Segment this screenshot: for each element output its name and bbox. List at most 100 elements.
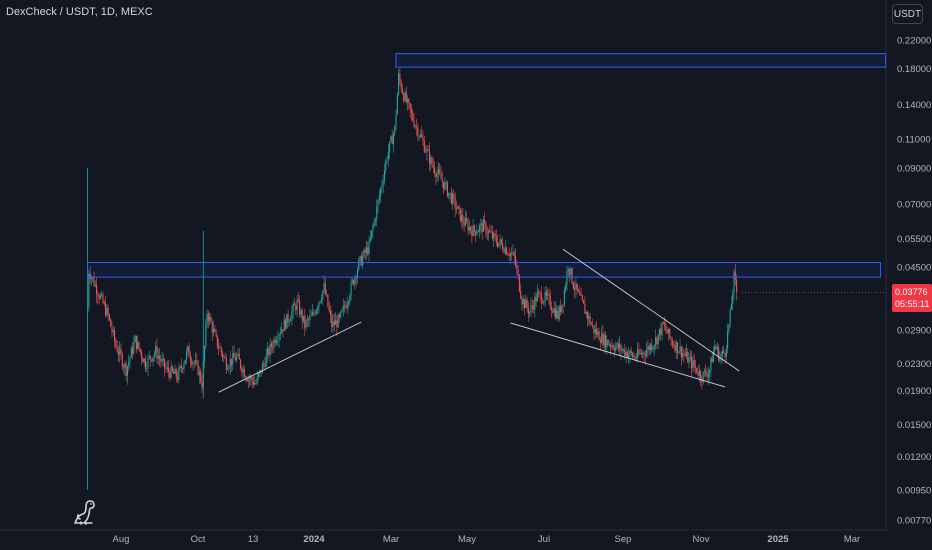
candle-body [203, 346, 206, 362]
candle-body [338, 315, 341, 317]
currency-button[interactable]: USDT [892, 4, 923, 24]
candle-body [250, 377, 252, 379]
candle-body [450, 192, 452, 204]
candle-body [642, 352, 644, 355]
candle-body [90, 277, 92, 279]
candle-body [619, 344, 621, 349]
candle-body [709, 369, 711, 373]
candle-body [592, 324, 594, 326]
candle-body [586, 312, 589, 319]
candle-body [189, 357, 191, 361]
candle-body [170, 366, 172, 378]
candle-body [383, 170, 386, 182]
candle-body [292, 303, 294, 312]
candle-body [544, 291, 546, 302]
candle-body [550, 307, 553, 311]
candle-body [698, 370, 700, 376]
candle-body [129, 357, 131, 362]
candle-body [288, 321, 290, 322]
price-tick-label: 0.07000 [897, 199, 931, 210]
candle-body [374, 219, 377, 221]
candle-body [286, 314, 288, 329]
candle-body [392, 134, 395, 145]
candle-body [434, 167, 436, 174]
candle-body [254, 382, 256, 385]
dino-logo-icon[interactable] [72, 498, 98, 526]
candle-body [475, 230, 477, 235]
candle-body [245, 376, 247, 379]
candle-body [509, 253, 511, 257]
candle-body [341, 309, 343, 312]
candle-body [261, 364, 263, 374]
time-axis[interactable]: Aug Oct 13 2024 Mar May Jul Sep Nov 2025 Mar [113, 534, 861, 545]
candle-body [101, 294, 103, 296]
candle-body [152, 356, 154, 362]
candle-body [480, 223, 482, 226]
candle-body [687, 351, 689, 363]
candle-body [315, 309, 317, 315]
candle-body [648, 346, 650, 351]
candle-body [561, 304, 563, 313]
candle-body [412, 113, 414, 121]
falling-wedge-bottom[interactable] [510, 322, 726, 388]
candle-body [293, 303, 296, 306]
candle-body [360, 255, 362, 266]
candle-body [703, 370, 706, 372]
falling-wedge-top[interactable] [562, 248, 740, 372]
candle-body [631, 353, 634, 357]
candle-body [689, 357, 691, 358]
last-price-value: 0.03776 [895, 287, 928, 297]
resistance-zone[interactable] [87, 262, 882, 278]
candle-body [430, 157, 432, 164]
candle-body [612, 345, 614, 349]
candle-body [272, 347, 274, 349]
price-axis[interactable]: 0.22000 0.18000 0.14000 0.11000 0.09000 0.070… [897, 36, 931, 527]
candles-layer [87, 67, 738, 490]
candle-body [377, 199, 379, 206]
candle-body [124, 363, 126, 368]
candle-body [125, 363, 127, 377]
candle-body [179, 365, 181, 368]
candle-body [211, 322, 213, 333]
candle-body [146, 368, 148, 369]
candle-body [553, 308, 555, 313]
candle-body [615, 346, 617, 351]
candle-body [301, 310, 303, 322]
support-line-2023[interactable] [218, 321, 362, 393]
candle-body [99, 295, 101, 299]
candle-body [653, 345, 655, 348]
time-tick-label: Oct [191, 534, 206, 545]
candle-body [500, 239, 502, 244]
candle-body [490, 231, 492, 233]
candle-body [601, 333, 603, 343]
candle-body [547, 293, 549, 296]
candle-body [563, 290, 565, 306]
candle-body [534, 296, 536, 310]
candle-body [401, 89, 404, 94]
candle-body [126, 366, 128, 377]
candle-body [378, 195, 380, 200]
candle-body [166, 367, 168, 369]
candle-body [458, 206, 460, 208]
candle-body [711, 357, 713, 363]
price-tick-label: 0.05500 [897, 234, 931, 245]
candle-body [461, 215, 463, 222]
candle-body [88, 273, 90, 308]
candle-body [291, 311, 293, 320]
time-tick-label: Aug [113, 534, 130, 545]
candle-body [215, 331, 217, 336]
candle-body [356, 269, 359, 279]
candle-body [655, 337, 657, 346]
candle-body [287, 314, 289, 322]
candle-body [676, 342, 679, 353]
supply-zone-top[interactable] [395, 53, 887, 68]
candle-body [160, 358, 162, 362]
candle-body [98, 296, 100, 299]
candle-body [327, 294, 329, 307]
candle-body [482, 219, 484, 232]
candle-body [470, 226, 472, 231]
price-tick-label: 0.09000 [897, 163, 931, 174]
candle-body [638, 349, 640, 354]
